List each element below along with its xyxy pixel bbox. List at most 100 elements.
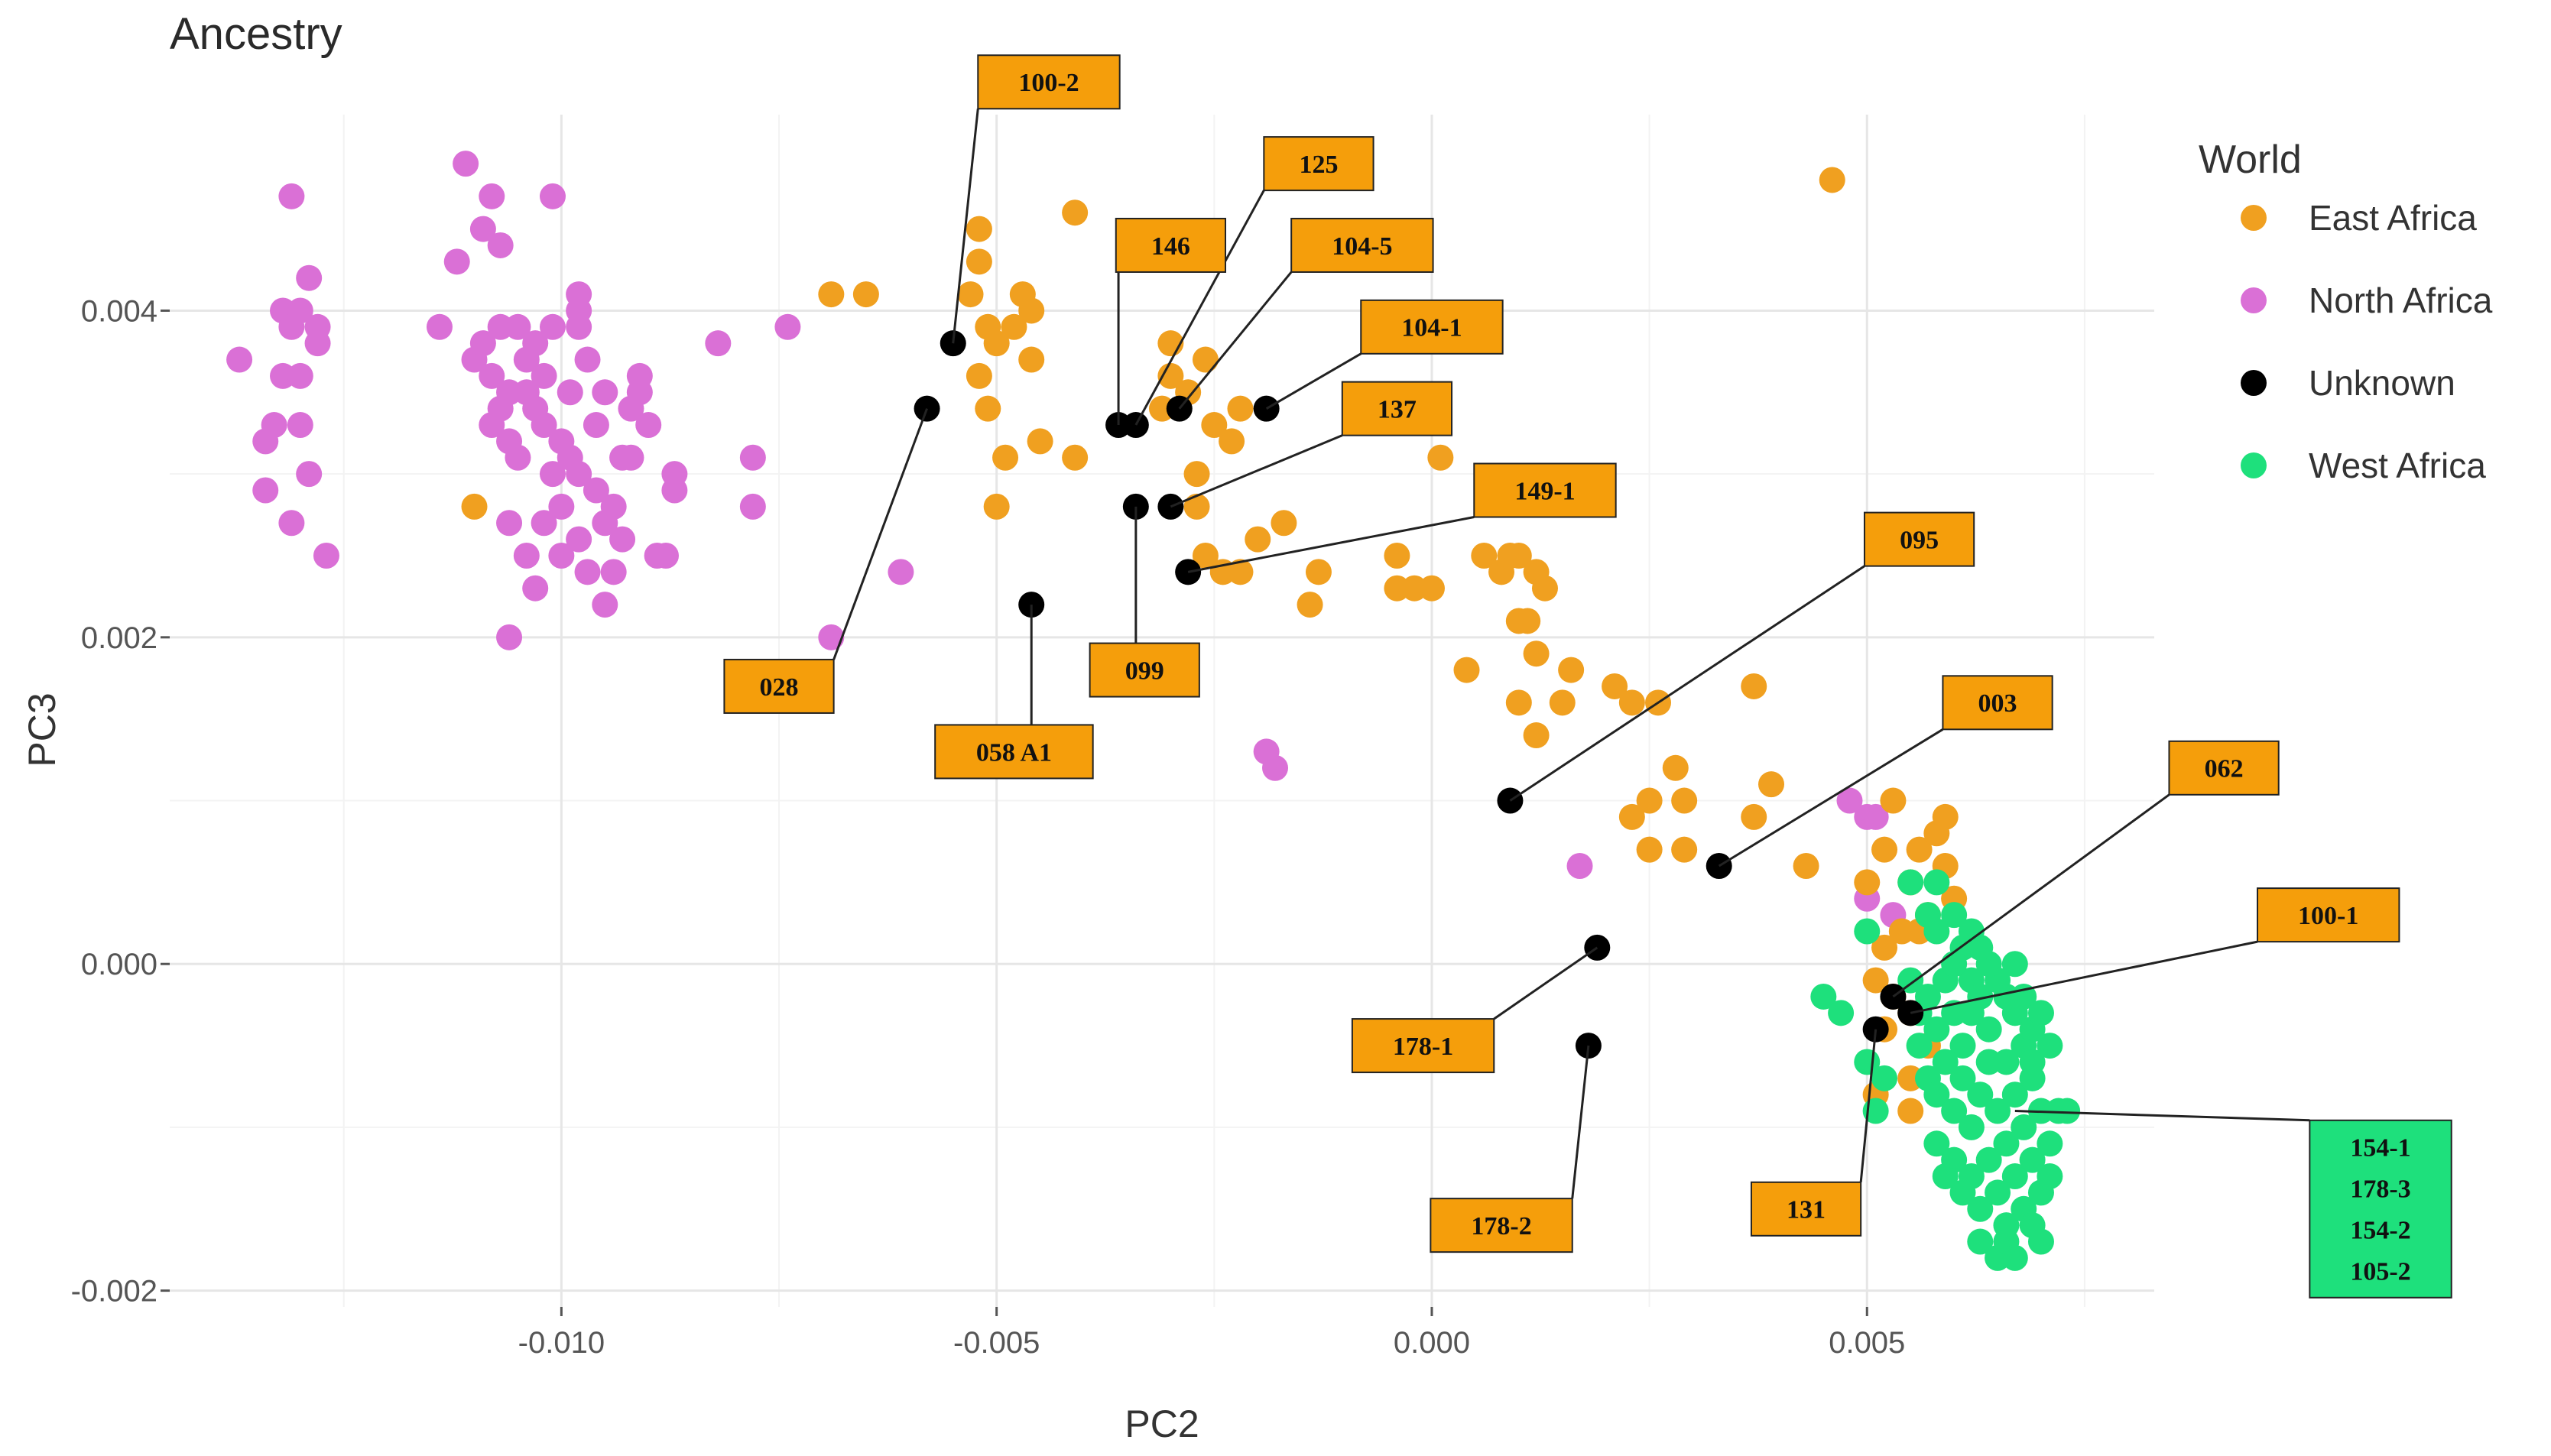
data-point	[313, 542, 339, 569]
data-point	[487, 232, 514, 258]
annotation-label: 149-1	[1514, 477, 1575, 505]
annotation-leader-line	[1170, 434, 1343, 508]
data-point	[1514, 608, 1541, 634]
annotation-box	[1290, 217, 1434, 273]
annotation-label: 178-1	[1393, 1033, 1453, 1061]
data-point	[592, 379, 618, 406]
data-point	[574, 346, 601, 373]
data-point	[2037, 1163, 2063, 1190]
annotation-label: 154-2	[2350, 1217, 2410, 1245]
data-point	[479, 362, 505, 389]
data-point	[888, 559, 914, 585]
data-point	[479, 183, 505, 209]
data-point	[1836, 787, 1863, 814]
data-point	[957, 281, 984, 308]
data-point	[287, 297, 313, 324]
annotation-label: 131	[1787, 1196, 1826, 1224]
series-north-africa	[226, 151, 1907, 929]
data-point	[548, 542, 575, 569]
data-point	[1975, 1016, 2002, 1043]
data-point	[226, 346, 253, 373]
annotation-leader-line	[832, 408, 928, 660]
data-point	[566, 313, 592, 340]
data-point	[609, 526, 636, 553]
data-point	[739, 444, 766, 471]
data-point	[287, 362, 313, 389]
data-point	[1505, 689, 1532, 716]
data-point	[513, 379, 540, 406]
data-point	[1941, 951, 1968, 978]
data-point	[1758, 771, 1785, 798]
data-point	[1862, 803, 1889, 830]
data-point	[818, 281, 845, 308]
data-point	[1923, 1016, 1950, 1043]
data-point	[252, 477, 279, 504]
data-point	[600, 559, 627, 585]
data-point	[1828, 1000, 1855, 1026]
data-point	[635, 412, 662, 439]
annotation-leader-line	[1265, 352, 1362, 410]
data-point	[531, 510, 557, 537]
data-point	[1932, 1049, 1959, 1075]
data-point	[1018, 297, 1045, 324]
annotation-box	[1942, 675, 2053, 731]
x-tick-label: -0.005	[953, 1326, 1040, 1360]
data-point	[1923, 869, 1950, 896]
y-axis-label: PC3	[21, 692, 63, 767]
data-point	[626, 379, 653, 406]
data-point	[261, 412, 287, 439]
y-tick-label: 0.002	[81, 621, 157, 655]
annotation-leader-line	[2014, 1110, 2310, 1122]
legend-label: West Africa	[2309, 446, 2486, 485]
x-axis-label: PC2	[1125, 1402, 1199, 1445]
data-point	[1018, 346, 1045, 373]
data-point	[1297, 592, 1323, 618]
data-point	[2011, 1114, 2037, 1140]
data-point	[539, 461, 566, 488]
data-point	[1618, 803, 1645, 830]
data-point	[1914, 983, 1941, 1010]
data-point	[496, 510, 523, 537]
data-point	[1201, 412, 1228, 439]
annotation-label: 003	[1978, 689, 2017, 718]
annotation-label: 099	[1125, 657, 1164, 685]
legend-label: North Africa	[2309, 280, 2493, 320]
data-point	[1985, 1098, 2011, 1124]
data-point	[1949, 1065, 1976, 1091]
data-point	[1001, 313, 1027, 340]
data-point	[1192, 542, 1219, 569]
data-point	[1897, 967, 1924, 994]
data-point	[1871, 836, 1898, 863]
data-point	[992, 444, 1019, 471]
legend-marker	[2241, 287, 2267, 313]
annotation-label: 104-5	[1332, 232, 1392, 261]
x-tick-label: -0.010	[518, 1326, 605, 1360]
data-point	[2027, 1000, 2054, 1026]
annotation-box	[2168, 740, 2280, 796]
data-point	[1941, 902, 1968, 929]
data-point	[1384, 542, 1410, 569]
data-point	[1741, 673, 1767, 699]
annotation-label: 062	[2205, 755, 2244, 783]
data-point	[1967, 1195, 1994, 1222]
data-point	[1932, 803, 1959, 830]
annotation-box	[1341, 381, 1453, 436]
data-point	[1531, 575, 1558, 602]
data-point	[1618, 689, 1645, 716]
data-point	[557, 379, 583, 406]
data-point	[1975, 1049, 2002, 1075]
data-point	[539, 183, 566, 209]
axis-ticks: -0.010 -0.005 0.000 0.005 0.004 0.002 0.000 -0.…	[71, 294, 1906, 1360]
data-point	[852, 281, 879, 308]
data-point	[1880, 787, 1907, 814]
data-point	[1671, 787, 1698, 814]
data-point	[1219, 428, 1245, 455]
annotation-box	[1351, 1018, 1495, 1074]
data-point	[469, 330, 496, 357]
data-point	[1923, 1130, 1950, 1157]
data-point	[443, 248, 470, 275]
data-point	[1871, 1065, 1898, 1091]
data-point	[296, 461, 323, 488]
data-point	[1897, 1098, 1924, 1124]
data-point	[505, 444, 531, 471]
